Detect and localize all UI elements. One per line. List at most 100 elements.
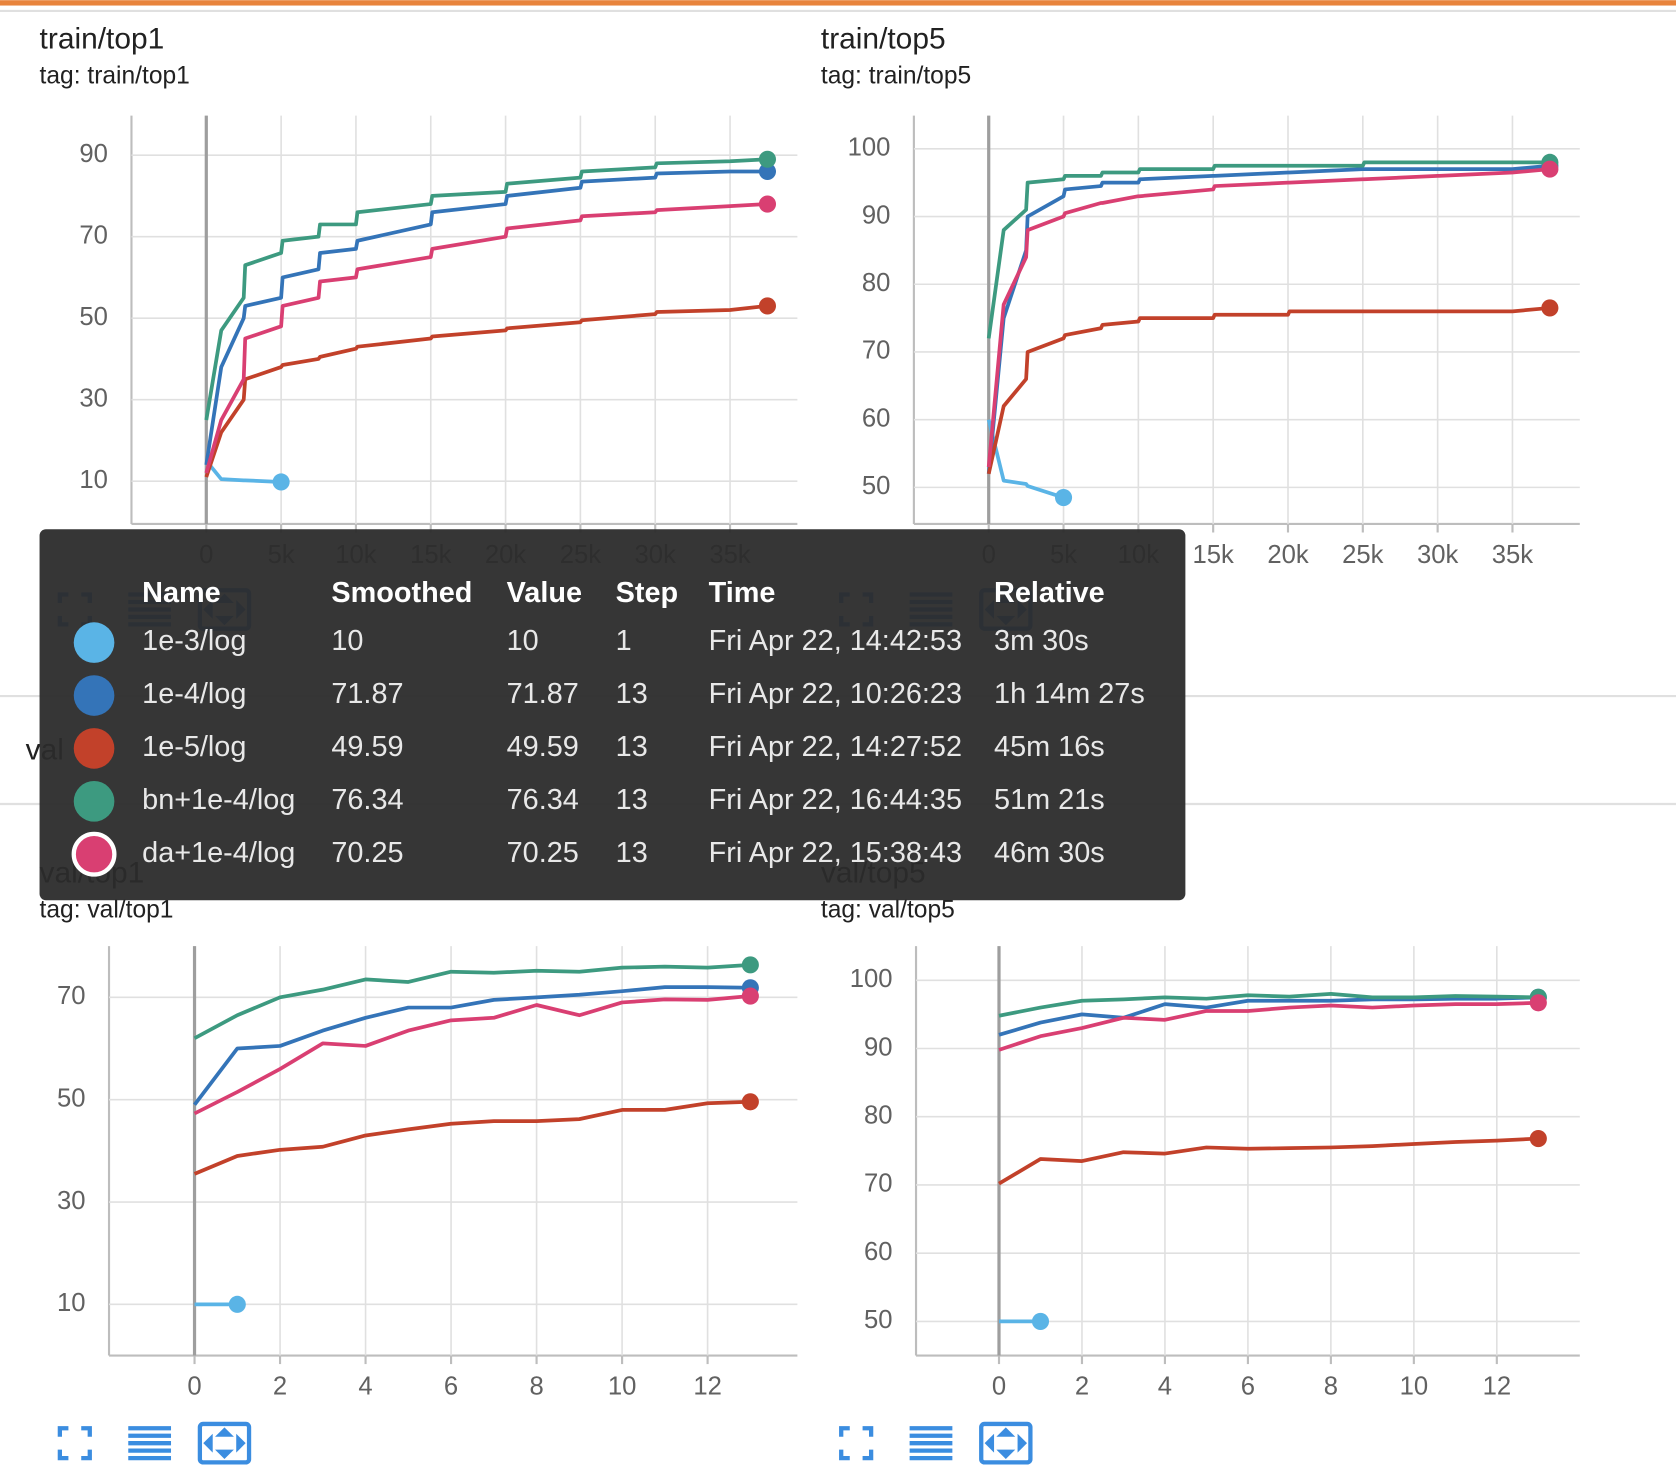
tooltip-cell: 13 bbox=[616, 731, 648, 763]
tooltip-cell: 1 bbox=[616, 625, 632, 657]
y-tick-label: 30 bbox=[57, 1187, 86, 1215]
series-line bbox=[986, 306, 1551, 475]
chart-subtitle: tag: train/top1 bbox=[40, 63, 190, 90]
chart-title: train/top1 bbox=[40, 23, 165, 56]
y-tick-label: 60 bbox=[862, 404, 891, 432]
x-tick-label: 10 bbox=[1400, 1372, 1429, 1400]
tooltip-cell: 13 bbox=[616, 837, 648, 869]
y-tick-label: 50 bbox=[862, 472, 891, 500]
tooltip-header: Smoothed bbox=[331, 577, 472, 609]
tooltip-swatch bbox=[73, 728, 115, 769]
tooltip-swatch bbox=[73, 622, 115, 663]
y-tick-label: 90 bbox=[864, 1033, 893, 1061]
tooltip-cell: 51m 21s bbox=[994, 784, 1105, 816]
icon bbox=[979, 1421, 1033, 1465]
series-end-dot bbox=[1541, 299, 1559, 317]
x-tick-label: 2 bbox=[273, 1372, 287, 1400]
series-line bbox=[998, 1000, 1539, 1052]
tooltip-header: Relative bbox=[994, 577, 1105, 609]
tooltip-cell: da+1e-4/log bbox=[142, 837, 295, 869]
series-line bbox=[998, 1136, 1539, 1186]
series-end-dot bbox=[1529, 1130, 1547, 1148]
tooltip-cell: bn+1e-4/log bbox=[142, 784, 295, 816]
tooltip-cell: 70.25 bbox=[331, 837, 403, 869]
fit-domain-button[interactable] bbox=[197, 1421, 252, 1465]
series-line bbox=[193, 994, 751, 1116]
series-line bbox=[204, 459, 282, 484]
tooltip-cell: 1e-5/log bbox=[142, 731, 246, 763]
fit-domain-button[interactable] bbox=[979, 1421, 1033, 1465]
icon bbox=[839, 1426, 874, 1461]
chart-subtitle: tag: val/top5 bbox=[821, 896, 955, 923]
y-tick-label: 60 bbox=[864, 1238, 893, 1266]
tooltip-cell: Fri Apr 22, 16:44:35 bbox=[709, 784, 962, 816]
top-bar bbox=[0, 0, 1676, 6]
series-line bbox=[204, 169, 768, 466]
tooltip-cell: 70.25 bbox=[507, 837, 579, 869]
series-end-dot bbox=[741, 956, 759, 974]
fullscreen-button[interactable] bbox=[57, 1426, 92, 1461]
tooltip-background bbox=[39, 529, 1186, 901]
tooltip-swatch bbox=[73, 781, 115, 822]
tooltip-cell: Fri Apr 22, 14:42:53 bbox=[709, 625, 962, 657]
x-tick-label: 2 bbox=[1075, 1372, 1089, 1400]
tooltip-cell: 3m 30s bbox=[994, 625, 1089, 657]
x-tick-label: 12 bbox=[693, 1372, 722, 1400]
y-tick-label: 90 bbox=[79, 140, 108, 168]
tooltip-cell: 76.34 bbox=[331, 784, 403, 816]
series-end-dot bbox=[758, 195, 777, 213]
y-tick-label: 80 bbox=[864, 1102, 893, 1130]
series-end-dot bbox=[758, 162, 777, 181]
toolbar bbox=[839, 1421, 1033, 1465]
series-end-dot bbox=[1529, 994, 1547, 1012]
series-end-dot bbox=[741, 987, 759, 1005]
x-tick-label: 15k bbox=[1193, 541, 1235, 569]
x-tick-label: 35k bbox=[1492, 541, 1534, 569]
tooltip-cell: 49.59 bbox=[331, 731, 403, 763]
toolbar bbox=[57, 1421, 252, 1465]
log-scale-button[interactable] bbox=[909, 1426, 953, 1461]
series-line bbox=[986, 419, 1065, 500]
tooltip-cell: Fri Apr 22, 15:38:43 bbox=[709, 837, 962, 869]
fullscreen-button[interactable] bbox=[839, 1426, 874, 1461]
tooltip-cell: Fri Apr 22, 14:27:52 bbox=[709, 731, 962, 763]
x-tick-label: 0 bbox=[992, 1372, 1006, 1400]
series-line bbox=[204, 157, 768, 421]
y-tick-label: 100 bbox=[848, 134, 891, 162]
icon bbox=[203, 1427, 246, 1460]
tooltip-cell: 1h 14m 27s bbox=[994, 678, 1145, 710]
tooltip-cell: 13 bbox=[616, 784, 648, 816]
tooltip-cell: 45m 16s bbox=[994, 731, 1105, 763]
x-tick-label: 30k bbox=[1417, 541, 1459, 569]
x-tick-label: 4 bbox=[358, 1372, 372, 1400]
tooltip-cell: 71.87 bbox=[331, 678, 403, 710]
series-end-dot bbox=[1031, 1312, 1050, 1330]
series-line bbox=[204, 304, 768, 478]
tooltip-swatch bbox=[71, 831, 117, 877]
series-end-dot bbox=[741, 1093, 759, 1111]
series-end-dot bbox=[228, 1295, 246, 1313]
chart-subtitle: tag: train/top5 bbox=[821, 63, 971, 90]
y-tick-label: 50 bbox=[57, 1084, 86, 1112]
tooltip-cell: 1e-4/log bbox=[142, 678, 246, 710]
x-tick-label: 25k bbox=[1342, 541, 1384, 569]
tooltip-cell: 76.34 bbox=[507, 784, 579, 816]
tooltip-cell: 46m 30s bbox=[994, 837, 1105, 869]
tooltip-header: Name bbox=[142, 577, 221, 609]
series-line bbox=[204, 202, 768, 474]
y-tick-label: 30 bbox=[79, 384, 108, 412]
tooltip-header: Time bbox=[709, 577, 776, 609]
tooltip-cell: 13 bbox=[616, 678, 648, 710]
chart-title: train/top5 bbox=[821, 23, 946, 56]
tooltip-cell: 10 bbox=[507, 625, 539, 657]
icon bbox=[984, 1427, 1028, 1460]
log-scale-button[interactable] bbox=[128, 1426, 172, 1461]
series-line bbox=[986, 167, 1551, 468]
series-end-dot bbox=[1541, 160, 1559, 178]
y-tick-label: 50 bbox=[864, 1306, 893, 1334]
